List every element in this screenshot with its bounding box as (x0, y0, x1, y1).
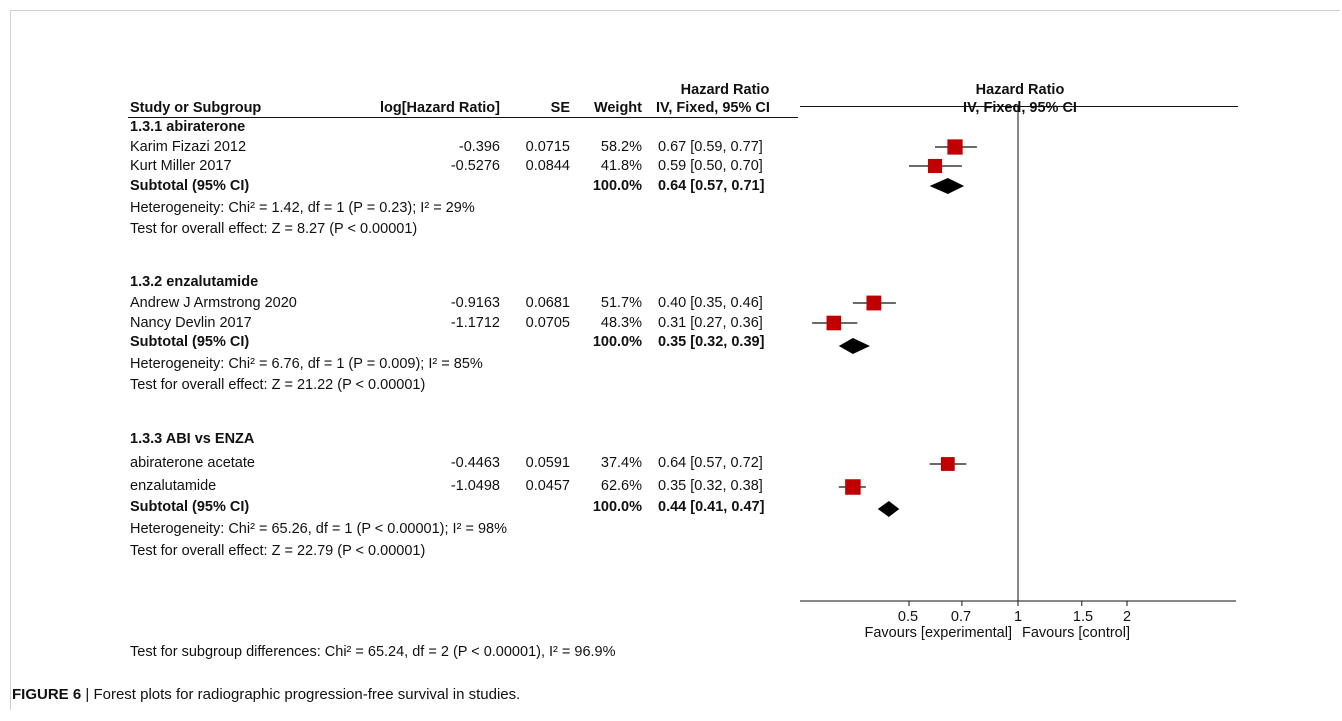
group-title: 1.3.2 enzalutamide (130, 274, 259, 290)
study-se: 0.0591 (525, 455, 570, 471)
header-rule-left (128, 117, 798, 118)
study-weight: 58.2% (600, 139, 642, 155)
subtotal-weight: 100.0% (592, 334, 642, 350)
header-weight: Weight (593, 100, 642, 116)
study-se: 0.0715 (525, 139, 570, 155)
overall-effect-text: Test for overall effect: Z = 21.22 (P < … (130, 377, 426, 393)
subgroup-differences-text: Test for subgroup differences: Chi² = 65… (130, 644, 616, 660)
favours-control-label: Favours [control] (1022, 625, 1130, 641)
study-marker (927, 158, 943, 174)
caption-text: Forest plots for radiographic progressio… (93, 686, 521, 703)
tick-label: 0.7 (950, 609, 972, 625)
study-ci: 0.64 [0.57, 0.72] (658, 455, 763, 471)
study-se: 0.0844 (525, 158, 570, 174)
subtotal-weight: 100.0% (592, 499, 642, 515)
subtotal-diamond (838, 338, 870, 354)
study-weight: 51.7% (600, 295, 642, 311)
study-ci: 0.31 [0.27, 0.36] (658, 315, 763, 331)
subtotal-weight: 100.0% (592, 178, 642, 194)
tick-label: 1 (1013, 609, 1023, 625)
study-ci: 0.67 [0.59, 0.77] (658, 139, 763, 155)
study-marker (947, 139, 963, 155)
study-weight: 41.8% (600, 158, 642, 174)
figure-caption: FIGURE 6 | Forest plots for radiographic… (12, 686, 520, 704)
study-name: Karim Fizazi 2012 (130, 139, 247, 155)
favours-experimental-label: Favours [experimental] (864, 625, 1012, 641)
subtotal-ci: 0.35 [0.32, 0.39] (658, 334, 765, 350)
heterogeneity-text: Heterogeneity: Chi² = 6.76, df = 1 (P = … (130, 356, 483, 372)
study-loghr: -1.0498 (450, 478, 500, 494)
study-name: Nancy Devlin 2017 (130, 315, 252, 331)
study-loghr: -0.396 (458, 139, 500, 155)
tick-label: 1.5 (1072, 609, 1094, 625)
group-title: 1.3.3 ABI vs ENZA (130, 431, 255, 447)
study-name: Kurt Miller 2017 (130, 158, 232, 174)
study-ci: 0.35 [0.32, 0.38] (658, 478, 763, 494)
tick-label: 2 (1122, 609, 1132, 625)
overall-effect-text: Test for overall effect: Z = 22.79 (P < … (130, 543, 426, 559)
subtotal-ci: 0.64 [0.57, 0.71] (658, 178, 765, 194)
study-weight: 48.3% (600, 315, 642, 331)
heterogeneity-text: Heterogeneity: Chi² = 65.26, df = 1 (P <… (130, 521, 507, 537)
overall-effect-text: Test for overall effect: Z = 8.27 (P < 0… (130, 221, 418, 237)
study-se: 0.0681 (525, 295, 570, 311)
study-se: 0.0705 (525, 315, 570, 331)
caption-separator: | (85, 686, 90, 703)
study-marker (826, 315, 842, 331)
subtotal-diamond (877, 501, 900, 517)
header-study: Study or Subgroup (130, 100, 262, 116)
header-plot-bottom: IV, Fixed, 95% CI (963, 100, 1077, 116)
study-se: 0.0457 (525, 478, 570, 494)
header-hr-bottom: IV, Fixed, 95% CI (656, 100, 770, 116)
group-title: 1.3.1 abiraterone (130, 119, 246, 135)
header-rule-right (800, 106, 1238, 107)
header-hr-top: Hazard Ratio (680, 82, 770, 98)
study-weight: 62.6% (600, 478, 642, 494)
header-se: SE (550, 100, 570, 116)
study-ci: 0.59 [0.50, 0.70] (658, 158, 763, 174)
header-loghr: log[Hazard Ratio] (379, 100, 500, 116)
heterogeneity-text: Heterogeneity: Chi² = 1.42, df = 1 (P = … (130, 200, 475, 216)
study-weight: 37.4% (600, 455, 642, 471)
study-marker (845, 479, 861, 495)
study-marker (866, 295, 882, 311)
study-name: enzalutamide (130, 478, 217, 494)
subtotal-diamond (929, 178, 965, 194)
tick-label: 0.5 (897, 609, 919, 625)
subtotal-ci: 0.44 [0.41, 0.47] (658, 499, 765, 515)
study-loghr: -0.9163 (450, 295, 500, 311)
subtotal-label: Subtotal (95% CI) (130, 178, 250, 194)
study-loghr: -0.4463 (450, 455, 500, 471)
study-ci: 0.40 [0.35, 0.46] (658, 295, 763, 311)
figure-frame (10, 10, 1340, 710)
study-name: abiraterone acetate (130, 455, 255, 471)
study-marker (940, 457, 955, 471)
study-loghr: -1.1712 (450, 315, 500, 331)
study-name: Andrew J Armstrong 2020 (130, 295, 297, 311)
subtotal-label: Subtotal (95% CI) (130, 334, 250, 350)
subtotal-label: Subtotal (95% CI) (130, 499, 250, 515)
header-plot-top: Hazard Ratio (975, 82, 1065, 98)
caption-label: FIGURE 6 (12, 686, 82, 703)
study-loghr: -0.5276 (450, 158, 500, 174)
